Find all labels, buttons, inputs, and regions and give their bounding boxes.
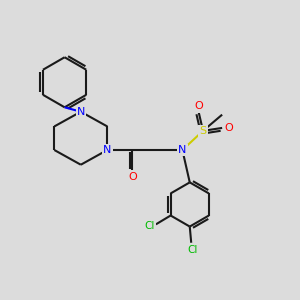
Text: O: O	[224, 123, 233, 133]
Text: S: S	[200, 126, 207, 136]
Text: O: O	[194, 101, 203, 111]
Text: N: N	[178, 145, 187, 155]
Text: Cl: Cl	[188, 244, 198, 254]
Text: Cl: Cl	[144, 221, 154, 231]
Text: N: N	[103, 145, 112, 155]
Text: N: N	[76, 107, 85, 117]
Text: O: O	[128, 172, 137, 182]
